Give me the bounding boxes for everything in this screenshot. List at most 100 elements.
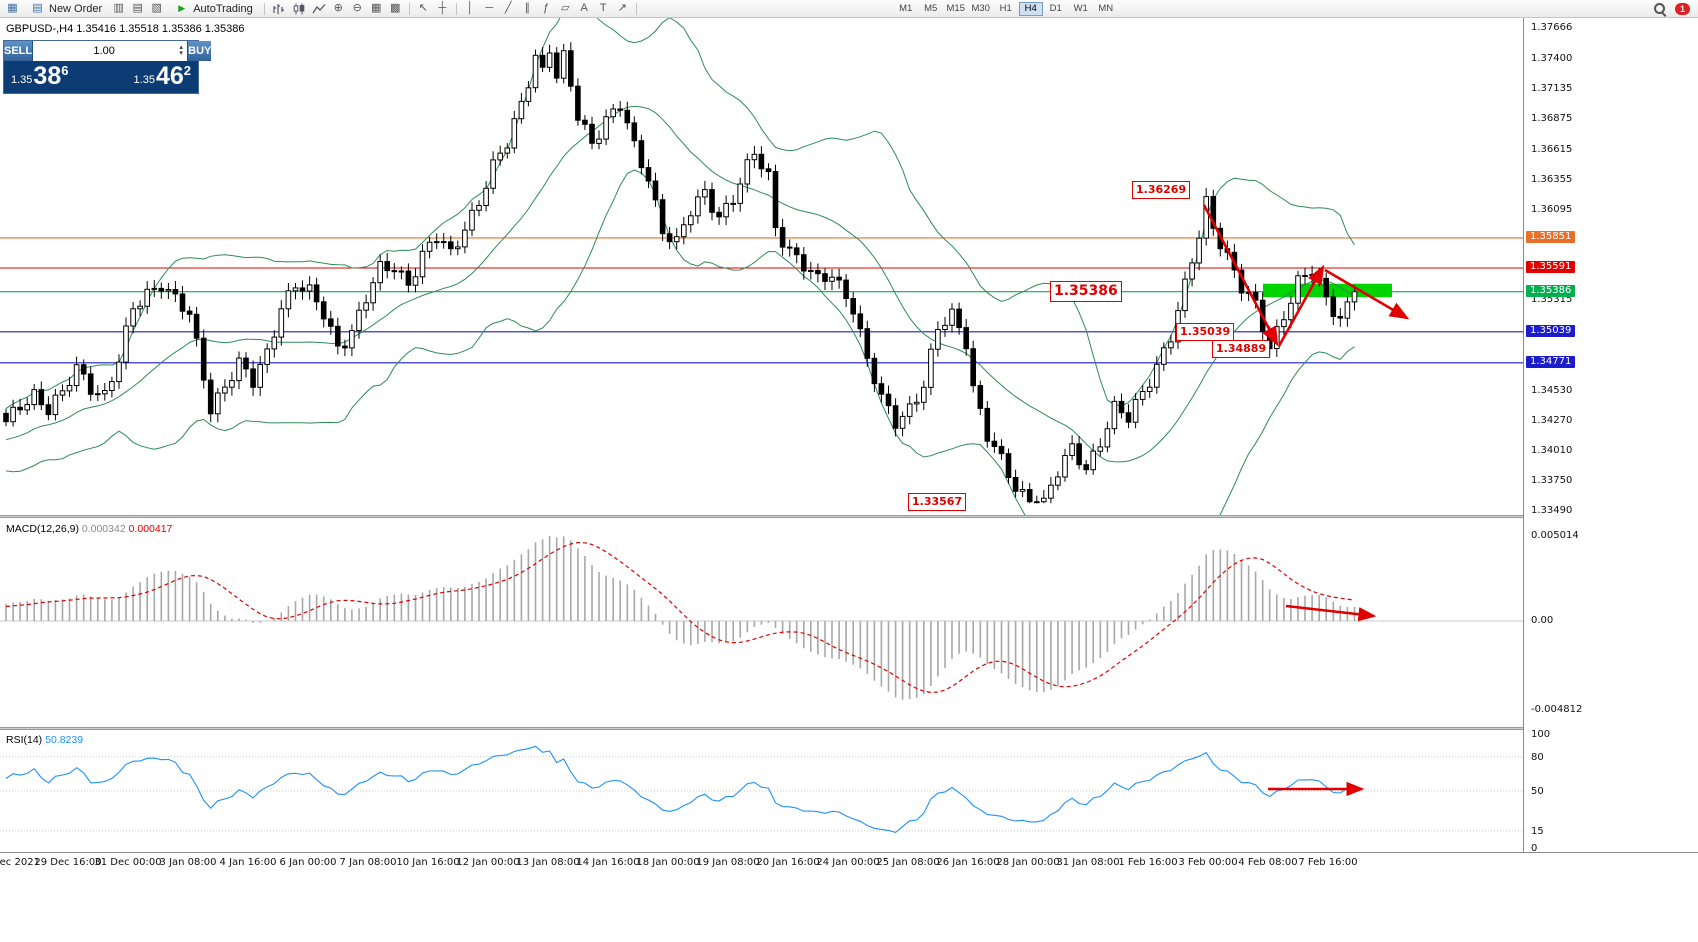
time-axis-label: 24 Jan 00:00 (816, 857, 880, 868)
timeframe-button-w1[interactable]: W1 (1069, 2, 1093, 16)
time-axis-label: 31 Dec 00:00 (94, 857, 162, 868)
fibonacci-icon[interactable]: ƒ (543, 2, 550, 14)
sell-button[interactable]: SELL (4, 41, 33, 61)
rsi-scale-label: 80 (1531, 752, 1544, 763)
arrow-tool-icon[interactable]: ↗ (617, 2, 627, 14)
price-scale-label: 1.34270 (1531, 415, 1573, 426)
price-scale-label: 1.36095 (1531, 204, 1573, 215)
price-annotation[interactable]: 1.35386 (1050, 281, 1122, 302)
price-annotation[interactable]: 1.35039 (1176, 323, 1235, 341)
rsi-indicator-label: RSI(14) 50.8239 (6, 734, 83, 746)
price-scale-label: 1.34530 (1531, 385, 1573, 396)
charts-icon[interactable]: ▥ (113, 2, 124, 14)
timeframe-button-h1[interactable]: H1 (994, 2, 1018, 16)
vertical-line-icon[interactable]: │ (466, 2, 474, 14)
zoom-in-icon[interactable]: ⊕ (333, 2, 343, 14)
toolbar-separator (408, 2, 410, 15)
price-level-badge: 1.35591 (1526, 261, 1576, 273)
panel-separator[interactable] (0, 727, 1698, 730)
line-chart-icon[interactable] (311, 2, 327, 16)
buy-price[interactable]: 1.35 46 2 (134, 63, 191, 89)
timeframe-button-m1[interactable]: M1 (894, 2, 918, 16)
new-order-label: New Order (49, 2, 103, 15)
timeframe-button-mn[interactable]: MN (1094, 2, 1118, 16)
time-axis-label: 20 Jan 16:00 (756, 857, 820, 868)
crosshair-icon[interactable]: ┼ (438, 2, 447, 14)
price-annotation[interactable]: 1.33567 (908, 493, 967, 511)
time-axis-label: 3 Jan 08:00 (159, 857, 217, 868)
price-level-badge: 1.35386 (1526, 285, 1576, 297)
main-chart-canvas[interactable] (0, 18, 1523, 515)
macd-indicator-label: MACD(12,26,9) 0.000342 0.000417 (6, 523, 172, 535)
search-icon[interactable] (1653, 3, 1665, 14)
rsi-scale-label: 15 (1531, 826, 1544, 837)
timeframe-button-m5[interactable]: M5 (919, 2, 943, 16)
buy-price-sup: 2 (183, 63, 191, 78)
toolbar-separator (263, 2, 265, 15)
text-icon[interactable]: A (580, 2, 588, 14)
panel-separator[interactable] (0, 515, 1698, 518)
autotrading-play-icon: ▶ (178, 3, 186, 13)
new-order-button[interactable]: ▤ New Order (23, 1, 108, 17)
tile-windows-icon[interactable]: ▦ (371, 2, 382, 14)
price-scale[interactable]: 1.37666 1.37400 1.37135 1.36875 1.36615 1.363… (1523, 18, 1698, 854)
timeframe-button-m30[interactable]: M30 (969, 2, 993, 16)
buy-price-prefix: 1.35 (133, 74, 155, 86)
time-axis-label: 14 Jan 16:00 (576, 857, 640, 868)
shapes-icon[interactable]: ▱ (560, 2, 570, 14)
time-axis-label: 7 Feb 16:00 (1298, 857, 1358, 868)
price-scale-label: 1.35315 (1531, 294, 1573, 305)
time-axis-label: 4 Feb 08:00 (1238, 857, 1298, 868)
price-annotation[interactable]: 1.36269 (1132, 181, 1191, 199)
macd-scale-label: 0.00 (1531, 615, 1554, 626)
notification-badge[interactable]: 1 (1674, 2, 1690, 15)
text-label-icon[interactable]: T (599, 2, 607, 14)
timeframe-button-h4[interactable]: H4 (1018, 1, 1043, 16)
toolbar: ▦ ▤ New Order ▥ ▤ ▧ ▶ AutoTrading ⊕ ⊖ ▦ … (0, 0, 1698, 18)
macd-scale-label: -0.004812 (1531, 704, 1583, 715)
zoom-out-icon[interactable]: ⊖ (352, 2, 362, 14)
channel-icon[interactable]: ∥ (524, 2, 530, 14)
buy-price-big: 46 (155, 62, 184, 90)
macd-value-signal: 0.000417 (128, 523, 173, 535)
rsi-value: 50.8239 (45, 734, 84, 746)
one-click-prices: 1.35 38 6 1.35 46 2 (4, 61, 198, 93)
sell-price[interactable]: 1.35 38 6 (11, 63, 68, 89)
timeframe-button-m15[interactable]: M15 (944, 2, 968, 16)
rsi-canvas[interactable] (0, 730, 1523, 852)
time-axis-label: 29 Dec 16:00 (34, 857, 102, 868)
timeframe-button-d1[interactable]: D1 (1044, 2, 1068, 16)
volume-input[interactable] (33, 45, 176, 57)
toolbar-right-group: 1 (1653, 2, 1694, 15)
chart-region: GBPUSD-,H4 1.35416 1.35518 1.35386 1.353… (0, 18, 1698, 942)
autotrading-button[interactable]: ▶ AutoTrading (167, 1, 259, 17)
time-axis-label: 3 Feb 00:00 (1178, 857, 1238, 868)
volume-down-icon[interactable]: ▾ (179, 50, 183, 57)
price-scale-label: 1.36875 (1531, 113, 1573, 124)
price-level-badge: 1.34771 (1526, 356, 1576, 368)
toolbar-separator (635, 2, 637, 15)
price-annotation[interactable]: 1.34889 (1212, 340, 1271, 358)
cursor-icon[interactable]: ↖ (418, 2, 428, 14)
time-axis-label: 28 Jan 00:00 (996, 857, 1060, 868)
cascade-windows-icon[interactable]: ▩ (390, 2, 401, 14)
toolbar-separator (455, 2, 457, 15)
rsi-scale-label: 0 (1531, 843, 1538, 854)
trendline-icon[interactable]: ╱ (504, 2, 512, 14)
buy-button[interactable]: BUY (188, 41, 212, 61)
candlestick-chart-icon[interactable] (291, 2, 307, 16)
chart-title: GBPUSD-,H4 1.35416 1.35518 1.35386 1.353… (6, 23, 245, 35)
bar-chart-icon[interactable] (271, 2, 287, 16)
macd-canvas[interactable] (0, 518, 1523, 727)
horizontal-line-icon[interactable]: ─ (485, 2, 494, 14)
navigator-icon[interactable]: ▧ (151, 2, 162, 14)
volume-spinner[interactable]: ▴ ▾ (175, 44, 187, 57)
price-level-badge: 1.35851 (1526, 231, 1576, 243)
volume-up-icon[interactable]: ▴ (179, 44, 183, 51)
volume-control[interactable]: ▴ ▾ (32, 41, 189, 61)
profiles-icon[interactable]: ▤ (132, 2, 143, 14)
rsi-scale-label: 100 (1531, 729, 1551, 740)
